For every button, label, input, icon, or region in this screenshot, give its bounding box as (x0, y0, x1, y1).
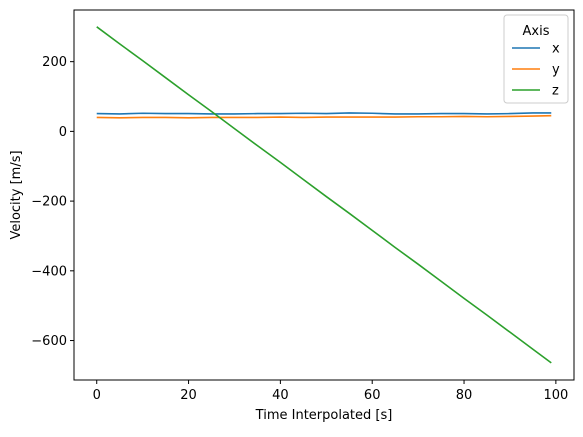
y-tick-label: −200 (31, 195, 67, 210)
series-line-x (96, 112, 552, 115)
legend-entry-y: y (512, 63, 560, 78)
series-line-z (96, 26, 552, 364)
series-line-y (96, 114, 552, 119)
plot-frame (73, 9, 575, 381)
x-tick-label: 20 (180, 388, 197, 403)
x-tick-label: 0 (93, 388, 101, 403)
legend-label: z (552, 84, 559, 99)
x-axis-ticks: 0 20 40 60 80 100 (93, 380, 568, 403)
legend-title: Axis (523, 24, 550, 39)
legend-label: y (552, 63, 560, 78)
y-tick-label: 200 (42, 55, 67, 70)
legend-entry-x: x (512, 42, 560, 57)
x-tick-label: 60 (364, 388, 381, 403)
legend-label: x (552, 42, 560, 57)
legend-entries: xyz (512, 42, 560, 99)
legend-entry-z: z (512, 84, 559, 99)
y-tick-label: −400 (31, 264, 67, 279)
x-tick-label: 40 (272, 388, 289, 403)
x-tick-label: 100 (543, 388, 568, 403)
y-tick-label: −600 (31, 334, 67, 349)
series-layer (96, 26, 552, 364)
x-tick-label: 80 (456, 388, 473, 403)
legend-frame (503, 14, 569, 104)
y-axis-label: Velocity [m/s] (9, 150, 24, 239)
y-axis-ticks: −600 −400 −200 0 200 (31, 55, 74, 349)
y-tick-label: 0 (59, 125, 67, 140)
legend: Axis xyz (503, 14, 569, 104)
x-axis-label: Time Interpolated [s] (255, 408, 393, 423)
